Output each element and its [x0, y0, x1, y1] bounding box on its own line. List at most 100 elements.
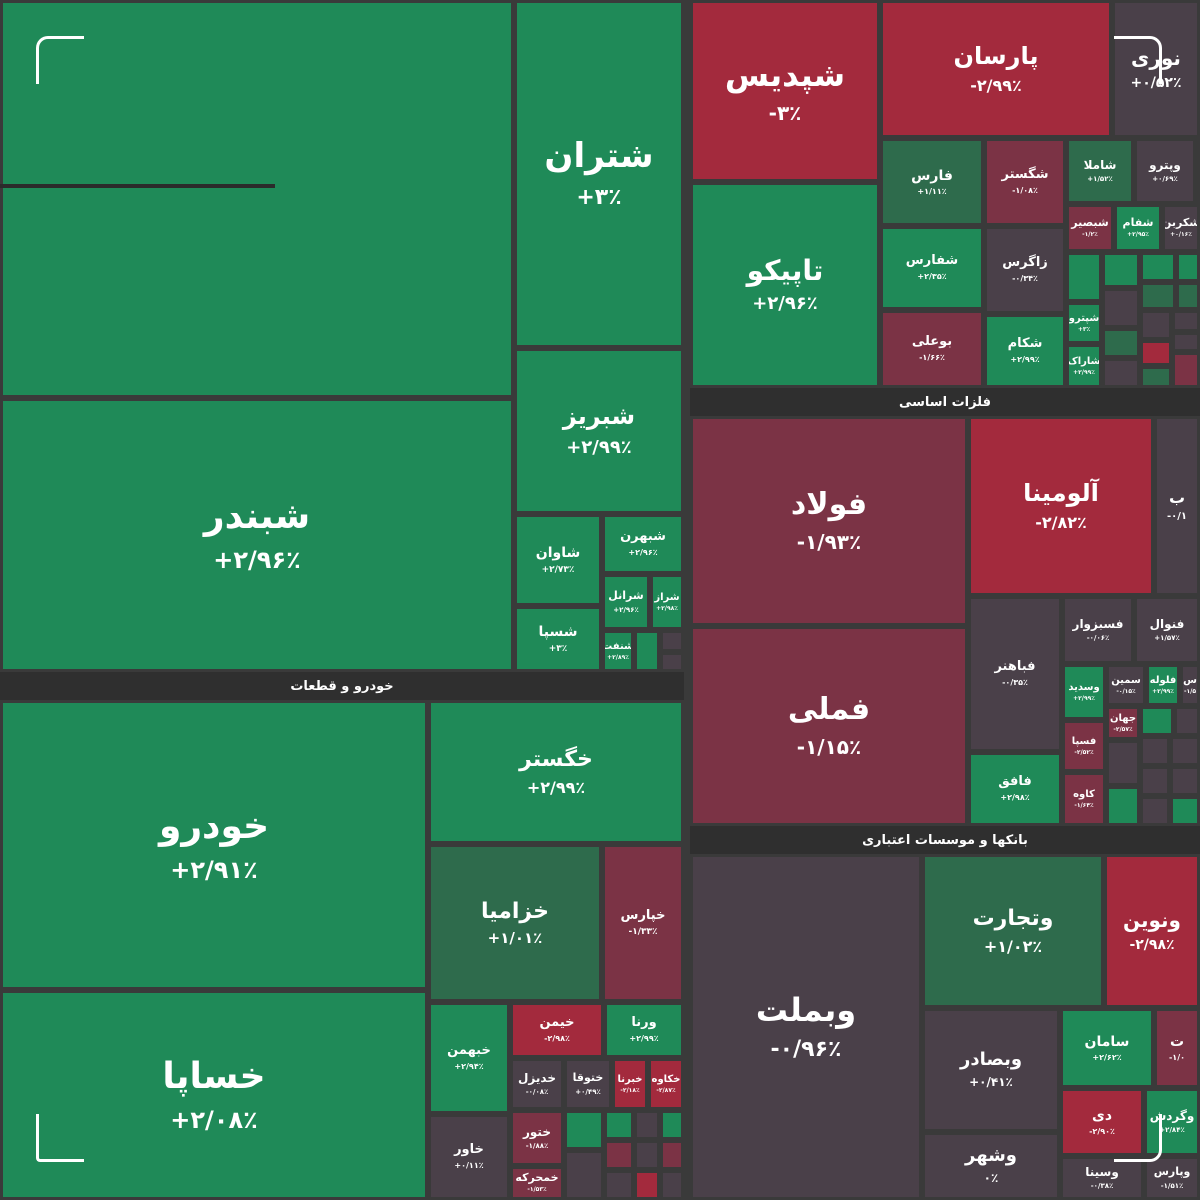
- tile-minor[interactable]: [1102, 288, 1140, 328]
- tile-zagros[interactable]: زاگرس -۰/۳۴٪: [984, 226, 1066, 314]
- tile-khavar[interactable]: خاور +۰/۱۱٪: [428, 1114, 510, 1200]
- tile-sharanol[interactable]: شرانل +۲/۹۶٪: [602, 574, 650, 630]
- tile-minor[interactable]: [1172, 352, 1200, 388]
- tile-minor[interactable]: [604, 1170, 634, 1200]
- tile-nouri[interactable]: نوری +۰/۵۲٪: [1112, 0, 1200, 138]
- tile-khazamia[interactable]: خزامیا +۱/۰۱٪: [428, 844, 602, 1002]
- tile-fenval[interactable]: فنوال +۱/۵۷٪: [1134, 596, 1200, 664]
- tile-metals-s[interactable]: س -۱/۵: [1180, 664, 1200, 706]
- tile-shamla[interactable]: شاملا +۱/۵۲٪: [1066, 138, 1134, 204]
- tile-minor[interactable]: [1172, 332, 1200, 352]
- tile-vanovin[interactable]: ونوین -۲/۹۸٪: [1104, 854, 1200, 1008]
- tile-shetran[interactable]: شتران +۳٪: [514, 0, 684, 348]
- tile-minor[interactable]: [1140, 340, 1172, 366]
- tile-saman[interactable]: سامان +۲/۶۲٪: [1060, 1008, 1154, 1088]
- tile-khatoga[interactable]: ختوقا +۰/۴۹٪: [564, 1058, 612, 1110]
- tile-jahan[interactable]: جهان -۲/۵۷٪: [1106, 706, 1140, 740]
- tile-faghaf[interactable]: فافق +۲/۹۸٪: [968, 752, 1062, 826]
- tile-shefaras[interactable]: شفارس +۲/۳۵٪: [880, 226, 984, 310]
- tile-minor[interactable]: [660, 630, 684, 652]
- tile-vparsi[interactable]: وپارس -۱/۵۱٪: [1144, 1156, 1200, 1200]
- tile-vetejarat[interactable]: وتجارت +۱/۰۲٪: [922, 854, 1104, 1008]
- tile-tapiko[interactable]: تاپیکو +۲/۹۶٪: [690, 182, 880, 388]
- tile-banks-t[interactable]: ت -۱/۰: [1154, 1008, 1200, 1088]
- tile-vesadid[interactable]: وسدید +۲/۹۹٪: [1062, 664, 1106, 720]
- tile-shbandar[interactable]: شبندر +۲/۹۶٪: [0, 398, 514, 672]
- tile-shesepa[interactable]: شسپا +۳٪: [514, 606, 602, 672]
- tile-minor[interactable]: [564, 1110, 604, 1150]
- tile-sharaz[interactable]: شراز +۲/۹۸٪: [650, 574, 684, 630]
- tile-minor[interactable]: [1170, 736, 1200, 766]
- tile-fesabzevar[interactable]: فسبزوار -۰/۰۶٪: [1062, 596, 1134, 664]
- tile-faloole[interactable]: فلوله +۲/۹۹٪: [1146, 664, 1180, 706]
- tile-kheimen[interactable]: خیمن -۲/۹۸٪: [510, 1002, 604, 1058]
- tile-febahonar[interactable]: فباهنر -۰/۳۵٪: [968, 596, 1062, 752]
- tile-minor[interactable]: [660, 1110, 684, 1140]
- tile-minor[interactable]: [1140, 366, 1172, 388]
- tile-khodizel[interactable]: خدیزل -۰/۰۸٪: [510, 1058, 564, 1110]
- tile-khesapa[interactable]: خساپا +۲/۰۸٪: [0, 990, 428, 1200]
- tile-verena[interactable]: ورنا +۲/۹۹٪: [604, 1002, 684, 1058]
- tile-femeli[interactable]: فملی -۱/۱۵٪: [690, 626, 968, 826]
- tile-sharak[interactable]: شاراک +۲/۹۹٪: [1066, 344, 1102, 388]
- tile-minor[interactable]: [1140, 736, 1170, 766]
- tile-khepars[interactable]: خپارس -۱/۳۳٪: [602, 844, 684, 1002]
- tile-shabriz[interactable]: شبریز +۲/۹۹٪: [514, 348, 684, 514]
- tile-shenaft[interactable]: شنفت +۲/۸۹٪: [602, 630, 634, 672]
- tile-minor[interactable]: [634, 1110, 660, 1140]
- tile-shahran[interactable]: شبهرن +۲/۹۶٪: [602, 514, 684, 574]
- tile-folad[interactable]: فولاد -۱/۹۳٪: [690, 416, 968, 626]
- tile-vesheher[interactable]: وشهر ۰٪: [922, 1132, 1060, 1200]
- tile-vpetro[interactable]: وپترو +۰/۶۹٪: [1134, 138, 1196, 204]
- tile-minor[interactable]: [660, 1140, 684, 1170]
- tile-khegostar[interactable]: خگستر +۲/۹۹٪: [428, 700, 684, 844]
- tile-minor[interactable]: [1176, 282, 1200, 310]
- tile-minor[interactable]: [634, 1170, 660, 1200]
- tile-khemohareke[interactable]: خمحرکه -۱/۵۳٪: [510, 1166, 564, 1200]
- tile-shekam[interactable]: شکام +۲/۹۹٪: [984, 314, 1066, 388]
- tile-minor[interactable]: [1106, 786, 1140, 826]
- tile-dey[interactable]: دی -۲/۹۰٪: [1060, 1088, 1144, 1156]
- tile-minor[interactable]: [634, 1140, 660, 1170]
- tile-minor[interactable]: [660, 1170, 684, 1200]
- tile-shebasir[interactable]: شبصیر -۱/۲٪: [1066, 204, 1114, 252]
- tile-parsan[interactable]: پارسان -۲/۹۹٪: [880, 0, 1112, 138]
- tile-semin[interactable]: سمین -۰/۱۵٪: [1106, 664, 1146, 706]
- tile-minor[interactable]: [660, 652, 684, 672]
- tile-minor[interactable]: [1140, 706, 1174, 736]
- tile-big-green[interactable]: [0, 0, 514, 398]
- tile-alumina[interactable]: آلومینا -۲/۸۲٪: [968, 416, 1154, 596]
- tile-minor[interactable]: [1174, 706, 1200, 736]
- tile-shavan[interactable]: شاوان +۲/۷۳٪: [514, 514, 602, 606]
- tile-shefam[interactable]: شفام +۲/۹۵٪: [1114, 204, 1162, 252]
- tile-vebmelat[interactable]: وبملت -۰/۹۶٪: [690, 854, 922, 1200]
- tile-khodro[interactable]: خودرو +۲/۹۱٪: [0, 700, 428, 990]
- tile-shekarbon[interactable]: شکربن +۰/۱۶٪: [1162, 204, 1200, 252]
- tile-minor[interactable]: [1140, 252, 1176, 282]
- tile-minor[interactable]: [1102, 252, 1140, 288]
- tile-minor[interactable]: [1172, 310, 1200, 332]
- tile-minor[interactable]: [1176, 252, 1200, 282]
- tile-minor[interactable]: [604, 1140, 634, 1170]
- tile-minor[interactable]: [1140, 282, 1176, 310]
- tile-shepetro[interactable]: شپترو +۳٪: [1066, 302, 1102, 344]
- tile-minor[interactable]: [1140, 796, 1170, 826]
- tile-vebesader[interactable]: وبصادر +۰/۴۱٪: [922, 1008, 1060, 1132]
- tile-shepdis[interactable]: شپدیس -۳٪: [690, 0, 880, 182]
- tile-minor[interactable]: [604, 1110, 634, 1140]
- tile-minor[interactable]: [1066, 252, 1102, 302]
- tile-khebahman[interactable]: خبهمن +۲/۹۴٪: [428, 1002, 510, 1114]
- tile-boali[interactable]: بوعلی -۱/۶۶٪: [880, 310, 984, 388]
- tile-minor[interactable]: [564, 1150, 604, 1200]
- tile-minor[interactable]: [1106, 740, 1140, 786]
- tile-shegostar[interactable]: شگستر -۱/۰۸٪: [984, 138, 1066, 226]
- tile-khekave[interactable]: خکاوه -۲/۸۷٪: [648, 1058, 684, 1110]
- tile-minor[interactable]: [1140, 766, 1170, 796]
- tile-khebrena[interactable]: خبرنا -۲/۱۸٪: [612, 1058, 648, 1110]
- tile-minor[interactable]: [1102, 358, 1140, 388]
- tile-minor[interactable]: [634, 630, 660, 672]
- tile-khatoor[interactable]: ختور -۱/۸۸٪: [510, 1110, 564, 1166]
- tile-vesina[interactable]: وسینا -۰/۳۸٪: [1060, 1156, 1144, 1200]
- tile-minor[interactable]: [1170, 796, 1200, 826]
- tile-minor[interactable]: [1196, 138, 1200, 204]
